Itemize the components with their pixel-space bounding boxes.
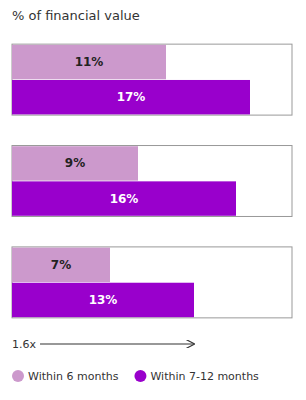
- data-label: 16%: [110, 192, 139, 206]
- bar: [12, 45, 166, 79]
- chart: % of financial value 11% 9% 7% 17% 16% 13% 1.6x…: [0, 0, 306, 400]
- group-frame: [12, 146, 292, 217]
- group-frame: [12, 44, 292, 115]
- legend-label: Within 6 months: [28, 370, 119, 383]
- data-labels: 11% 9% 7% 17% 16% 13%: [51, 55, 146, 307]
- legend-swatch: [12, 370, 24, 382]
- frames: [12, 44, 292, 318]
- data-label: 11%: [75, 55, 104, 69]
- bar: [12, 181, 236, 215]
- bar: [12, 146, 138, 180]
- bar: [12, 80, 250, 114]
- data-label: 9%: [65, 156, 85, 170]
- annotation-arrow: [40, 343, 194, 344]
- title: % of financial value: [12, 8, 140, 23]
- bar: [12, 248, 110, 282]
- legend: Within 6 months Within 7-12 months: [12, 370, 259, 383]
- bar: [12, 283, 194, 317]
- legend-label: Within 7-12 months: [150, 370, 259, 383]
- legend-swatch: [134, 370, 146, 382]
- data-label: 17%: [117, 90, 146, 104]
- bars: [12, 45, 250, 317]
- data-label: 7%: [51, 258, 71, 272]
- data-label: 13%: [89, 293, 118, 307]
- annotation: 1.6x: [12, 338, 36, 351]
- group-frame: [12, 247, 292, 318]
- plot: 11% 9% 7% 17% 16% 13% 1.6x: [12, 44, 292, 350]
